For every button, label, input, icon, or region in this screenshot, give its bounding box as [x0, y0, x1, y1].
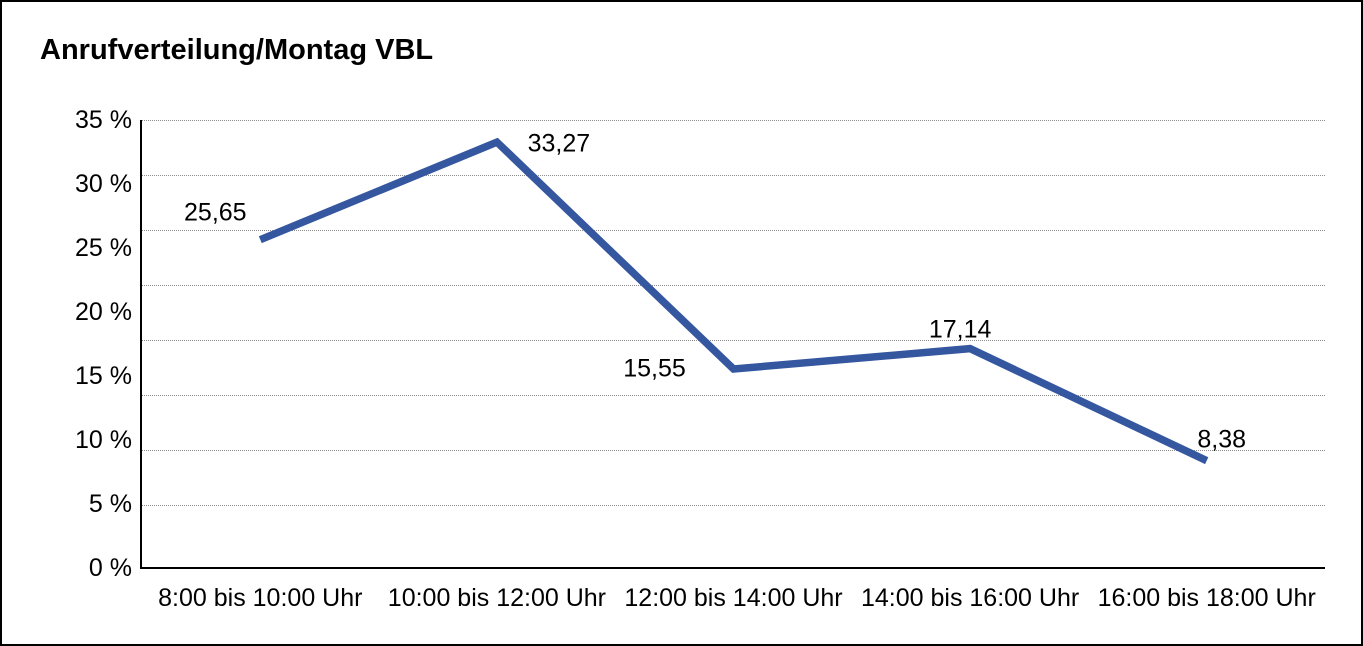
- horizontal-gridline: [142, 450, 1325, 451]
- data-line: [258, 137, 1209, 465]
- chart-title: Anrufverteilung/Montag VBL: [40, 34, 434, 66]
- horizontal-gridline: [142, 285, 1325, 286]
- x-axis-category-label: 16:00 bis 18:00 Uhr: [1097, 584, 1316, 612]
- data-point-value-label: 15,55: [623, 354, 686, 383]
- horizontal-gridline: [142, 120, 1325, 121]
- y-axis-tick-label: 5 %: [88, 490, 132, 518]
- horizontal-gridline: [142, 505, 1325, 506]
- data-point-value-label: 8,38: [1197, 425, 1247, 454]
- x-axis-category-label: 12:00 bis 14:00 Uhr: [624, 584, 843, 612]
- data-point-value-label: 33,27: [527, 129, 591, 158]
- y-axis-tick-label: 0 %: [88, 554, 132, 582]
- y-axis-tick-label: 10 %: [75, 426, 132, 454]
- horizontal-gridline: [142, 340, 1325, 341]
- y-axis-line: [140, 120, 142, 568]
- y-axis-tick-label: 25 %: [75, 234, 132, 262]
- horizontal-gridline: [142, 230, 1325, 231]
- y-axis-tick-label: 30 %: [75, 170, 132, 198]
- horizontal-gridline: [142, 395, 1325, 396]
- x-axis-category-label: 8:00 bis 10:00 Uhr: [158, 584, 363, 612]
- data-point-value-label: 25,65: [184, 198, 247, 227]
- y-axis-tick-label: 15 %: [75, 362, 132, 390]
- x-axis-category-label: 10:00 bis 12:00 Uhr: [387, 584, 606, 612]
- x-axis-category-label: 14:00 bis 16:00 Uhr: [860, 584, 1080, 612]
- y-axis-tick-label: 20 %: [75, 298, 132, 326]
- horizontal-gridline: [142, 175, 1325, 176]
- x-axis-line: [140, 567, 1325, 569]
- y-axis-tick-label: 35 %: [75, 106, 132, 134]
- data-point-value-label: 17,14: [928, 315, 992, 344]
